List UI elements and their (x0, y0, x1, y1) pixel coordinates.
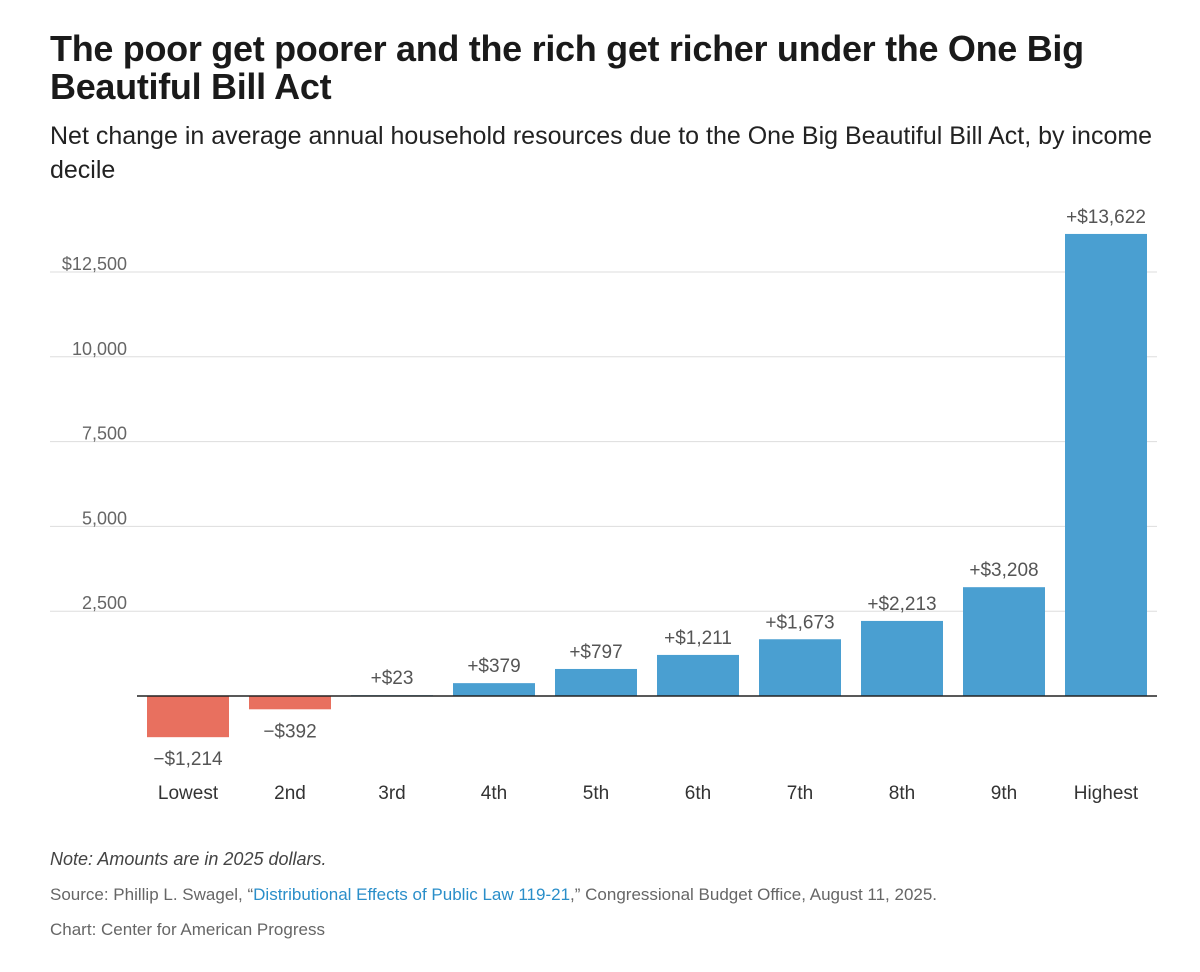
bar-7th (759, 639, 841, 696)
y-tick-label: $12,500 (62, 254, 127, 274)
y-tick-label: 5,000 (82, 508, 127, 528)
bar-4th (453, 683, 535, 696)
bar-chart: 2,500 5,000 7,500 10,000 $12,500 −$1,214 −$39… (50, 207, 1157, 804)
data-label: +$2,213 (867, 594, 936, 615)
x-tick-label: 3rd (378, 783, 405, 804)
y-tick-label: 10,000 (72, 339, 127, 359)
bar-highest (1065, 233, 1147, 696)
chart-credit: Chart: Center for American Progress (50, 920, 325, 939)
data-label: +$1,673 (765, 612, 834, 633)
chart-source: Source: Phillip L. Swagel, “Distribution… (50, 885, 937, 905)
y-tick-label: 7,500 (82, 424, 127, 444)
bar-value-labels: −$1,214 −$392 +$23 +$379 +$797 +$1,211 +$1,673… (153, 207, 1146, 770)
bar-8th (861, 620, 943, 696)
x-tick-label: 7th (787, 783, 813, 804)
data-label: +$1,211 (664, 628, 732, 649)
y-tick-label: 2,500 (82, 593, 127, 613)
x-tick-label: Lowest (158, 783, 219, 804)
source-prefix: Source: Phillip L. Swagel, “ (50, 885, 254, 904)
x-tick-label: 6th (685, 783, 711, 804)
bar-2nd (249, 696, 331, 710)
x-axis-category-labels: Lowest 2nd 3rd 4th 5th 6th 7th 8th 9th Highest (158, 783, 1139, 804)
bar-6th (657, 654, 739, 696)
x-tick-label: 4th (481, 783, 507, 804)
chart-note: Note: Amounts are in 2025 dollars. (50, 849, 327, 869)
x-tick-label: 5th (583, 783, 609, 804)
chart-subtitle: Net change in average annual household r… (50, 122, 1153, 184)
data-label: +$797 (569, 642, 622, 663)
x-tick-label: 9th (991, 783, 1017, 804)
x-tick-label: Highest (1074, 783, 1139, 804)
data-label: +$379 (467, 656, 520, 677)
bar-lowest (147, 696, 229, 738)
data-label: −$392 (263, 721, 316, 742)
chart-title: The poor get poorer and the rich get ric… (50, 28, 1084, 107)
source-suffix: ,” Congressional Budget Office, August 1… (570, 885, 938, 904)
data-label: −$1,214 (153, 749, 223, 770)
x-tick-label: 2nd (274, 783, 306, 804)
y-axis-tick-labels: 2,500 5,000 7,500 10,000 $12,500 (62, 254, 127, 613)
source-link[interactable]: Distributional Effects of Public Law 119… (253, 885, 571, 904)
data-label: +$3,208 (969, 560, 1038, 581)
bar-5th (555, 668, 637, 696)
x-tick-label: 8th (889, 783, 915, 804)
bar-9th (963, 587, 1045, 696)
bars (147, 233, 1147, 738)
data-label: +$23 (371, 668, 414, 689)
data-label: +$13,622 (1066, 207, 1146, 228)
